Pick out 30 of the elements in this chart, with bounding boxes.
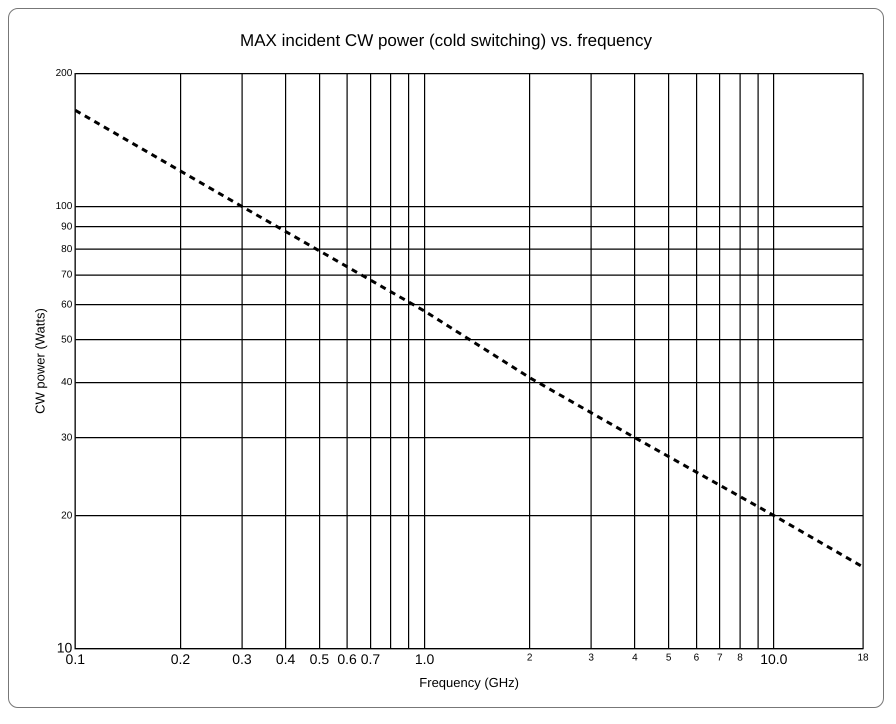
x-tick-label: 10.0 [760,650,788,667]
y-tick-label: 70 [61,270,73,281]
x-tick-label: 3 [588,652,594,664]
x-tick-label: 1.0 [414,650,435,667]
x-tick-label: 5 [666,652,672,664]
x-tick-label: 0.6 [337,650,358,667]
x-tick-label: 0.4 [276,650,296,667]
x-tick-label: 7 [716,652,723,664]
x-tick-label: 2 [526,652,533,664]
chart-title: MAX incident CW power (cold switching) vs. frequency [240,30,652,50]
x-tick-label: 0.2 [170,650,190,667]
x-tick-label: 18 [857,652,869,664]
y-tick-label: 100 [56,201,73,212]
y-tick-label: 20 [61,510,73,522]
y-tick-label: 30 [61,432,73,444]
y-tick-label: 40 [61,377,73,388]
y-tick-label: 10 [56,639,72,656]
y-axis-title: CW power (Watts) [32,308,48,414]
x-axis-title: Frequency (GHz) [419,674,519,690]
x-tick-label: 6 [694,652,700,664]
x-tick-label: 0.7 [360,650,380,667]
y-tick-label: 50 [61,334,73,346]
y-tick-label: 90 [61,221,73,232]
x-tick-label: 4 [632,652,638,664]
y-tick-label: 200 [56,68,73,80]
x-tick-label: 0.3 [232,650,252,667]
x-tick-label: 0.5 [310,650,330,667]
y-tick-label: 80 [61,244,73,256]
y-tick-label: 60 [61,299,73,310]
x-tick-label: 8 [737,652,744,664]
